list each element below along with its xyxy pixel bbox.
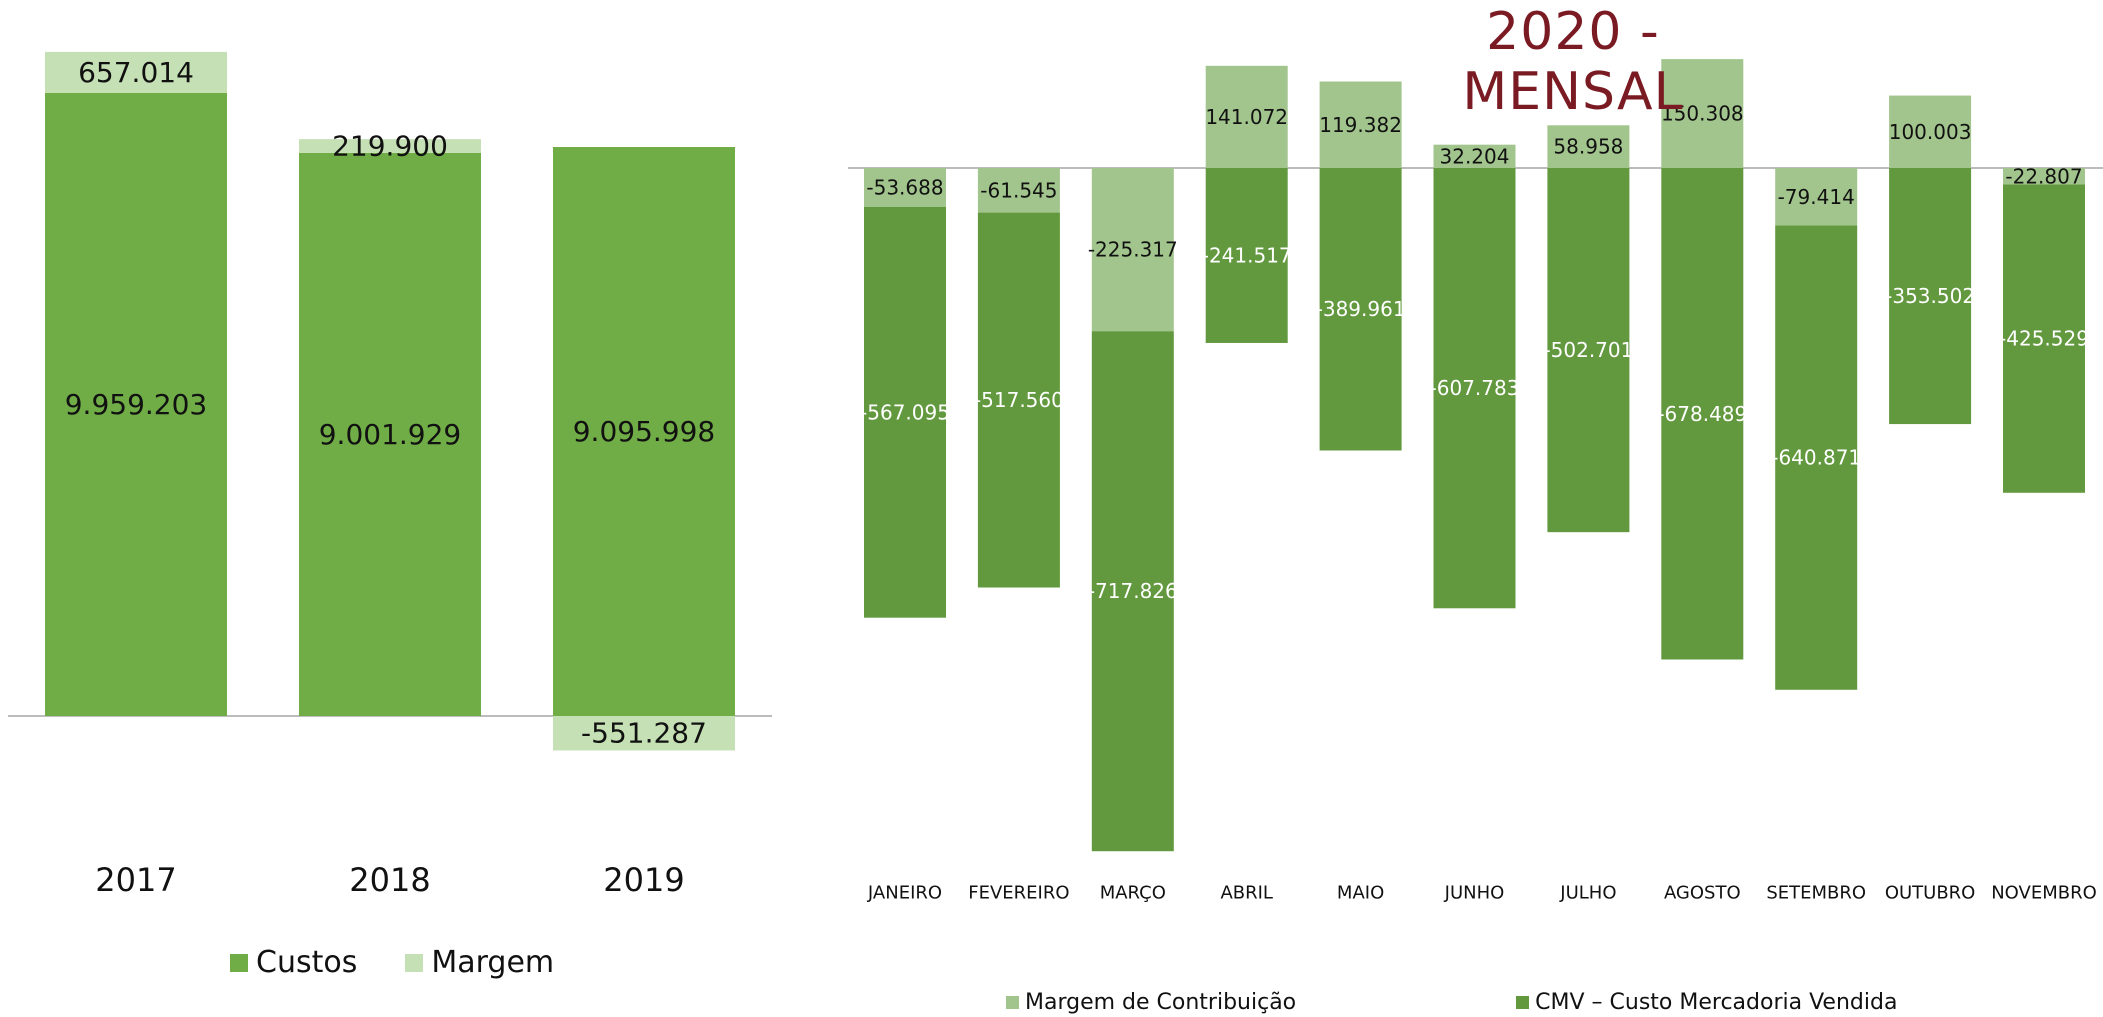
category-label-novembro: NOVEMBRO	[1991, 883, 2097, 904]
bar-cmv-custo-mercadoria-vendida-fevereiro	[977, 212, 1060, 588]
bar-margem-de-contribuicao-agosto	[1661, 59, 1744, 169]
data-label-custos-2017: 9.959.203	[65, 388, 208, 421]
bar-custos-2019	[553, 146, 735, 716]
legend-swatch-margem-contribuicao	[1006, 996, 1019, 1009]
data-label-margem-de-contribuicao-julho: 58.958	[1553, 135, 1623, 159]
legend-label-cmv: CMV – Custo Mercadoria Vendida	[1535, 990, 1898, 1015]
bar-margem-de-contribuicao-maio	[1319, 81, 1402, 168]
category-label-junho: JUNHO	[1444, 883, 1505, 904]
data-label-custos-2018: 9.001.929	[319, 418, 462, 451]
data-label-margem-de-contribuicao-fevereiro: -61.545	[980, 178, 1057, 202]
category-label-abril: ABRIL	[1220, 883, 1273, 904]
category-label-marco: MARÇO	[1100, 883, 1166, 904]
category-label-2018: 2018	[349, 861, 430, 899]
bar-custos-2017	[45, 93, 227, 716]
bar-margem-de-contribuicao-janeiro	[864, 168, 946, 207]
data-label-margem-2017: 657.014	[78, 56, 194, 89]
bar-cmv-custo-mercadoria-vendida-agosto	[1661, 168, 1744, 660]
bar-cmv-custo-mercadoria-vendida-maio	[1319, 168, 1402, 451]
category-label-2017: 2017	[95, 861, 176, 899]
category-label-2019: 2019	[603, 861, 684, 899]
data-label-cmv-custo-mercadoria-vendida-julho: -502.701	[1543, 338, 1633, 362]
data-label-margem-de-contribuicao-agosto: 150.308	[1661, 102, 1744, 126]
legend-label-margem: Margem	[431, 945, 555, 980]
bar-margem-de-contribuicao-setembro	[1775, 168, 1858, 226]
legend-yearly: Custos Margem	[230, 945, 602, 980]
legend-swatch-cmv	[1516, 996, 1530, 1009]
data-label-margem-de-contribuicao-novembro: -22.807	[2005, 164, 2082, 188]
category-label-julho: JULHO	[1559, 883, 1616, 904]
legend-item-margem: Margem	[405, 945, 554, 980]
data-label-margem-de-contribuicao-setembro: -79.414	[1778, 185, 1855, 209]
bar-cmv-custo-mercadoria-vendida-marco	[1091, 331, 1174, 852]
data-label-margem-2019: -551.287	[581, 717, 707, 750]
bar-cmv-custo-mercadoria-vendida-setembro	[1775, 225, 1858, 690]
category-label-fevereiro: FEVEREIRO	[968, 883, 1069, 904]
data-label-margem-de-contribuicao-outubro: 100.003	[1889, 120, 1972, 144]
bar-margem-2018	[299, 139, 481, 153]
legend-item-custos: Custos	[230, 945, 357, 980]
data-label-cmv-custo-mercadoria-vendida-marco: -717.826	[1088, 579, 1178, 603]
category-label-outubro: OUTUBRO	[1885, 883, 1976, 904]
data-label-margem-de-contribuicao-abril: 141.072	[1205, 105, 1288, 129]
category-label-janeiro: JANEIRO	[867, 883, 942, 904]
legend-monthly: Margem de Contribuição CMV – Custo Merca…	[1006, 990, 1897, 1015]
bar-margem-de-contribuicao-julho	[1547, 125, 1630, 168]
category-label-maio: MAIO	[1337, 883, 1384, 904]
bar-margem-2017	[45, 51, 227, 93]
bar-margem-de-contribuicao-marco	[1091, 168, 1174, 332]
bar-cmv-custo-mercadoria-vendida-julho	[1547, 168, 1630, 533]
data-label-margem-de-contribuicao-maio: 119.382	[1319, 113, 1402, 137]
data-label-margem-de-contribuicao-junho: 32.204	[1440, 144, 1510, 168]
data-label-cmv-custo-mercadoria-vendida-abril: -241.517	[1202, 243, 1292, 267]
legend-swatch-margem	[405, 953, 424, 972]
legend-label-custos: Custos	[256, 945, 358, 980]
data-label-custos-2019: 9.095.998	[573, 415, 716, 448]
bar-cmv-custo-mercadoria-vendida-janeiro	[864, 206, 946, 618]
bar-margem-de-contribuicao-fevereiro	[977, 168, 1060, 213]
data-label-margem-de-contribuicao-janeiro: -53.688	[866, 175, 943, 199]
data-label-cmv-custo-mercadoria-vendida-outubro: -353.502	[1885, 284, 1975, 308]
legend-label-margem-contribuicao: Margem de Contribuição	[1025, 990, 1297, 1015]
data-label-cmv-custo-mercadoria-vendida-setembro: -640.871	[1771, 446, 1861, 470]
bar-custos-2018	[299, 152, 481, 717]
legend-item-cmv: CMV – Custo Mercadoria Vendida	[1516, 990, 1897, 1015]
bar-margem-de-contribuicao-abril	[1205, 65, 1288, 168]
chart-title: 2020 - MENSAL	[1462, 2, 1684, 122]
bar-cmv-custo-mercadoria-vendida-novembro	[2003, 184, 2085, 493]
data-label-cmv-custo-mercadoria-vendida-fevereiro: -517.560	[974, 388, 1064, 412]
data-label-cmv-custo-mercadoria-vendida-maio: -389.961	[1316, 297, 1406, 321]
bar-margem-de-contribuicao-outubro	[1889, 95, 1972, 168]
data-label-margem-de-contribuicao-marco: -225.317	[1088, 238, 1178, 262]
category-label-agosto: AGOSTO	[1664, 883, 1741, 904]
bar-margem-de-contribuicao-junho	[1433, 144, 1516, 168]
data-label-cmv-custo-mercadoria-vendida-agosto: -678.489	[1657, 402, 1747, 426]
data-label-margem-2018: 219.900	[332, 130, 448, 163]
bar-cmv-custo-mercadoria-vendida-outubro	[1889, 168, 1972, 425]
bar-cmv-custo-mercadoria-vendida-junho	[1433, 168, 1516, 609]
legend-swatch-custos	[230, 953, 248, 972]
bar-cmv-custo-mercadoria-vendida-abril	[1205, 168, 1288, 343]
data-label-cmv-custo-mercadoria-vendida-janeiro: -567.095	[860, 400, 950, 424]
data-label-cmv-custo-mercadoria-vendida-junho: -607.783	[1430, 376, 1520, 400]
legend-item-margem-contribuicao: Margem de Contribuição	[1006, 990, 1296, 1015]
bar-margem-2019	[553, 716, 735, 751]
bar-margem-de-contribuicao-novembro	[2003, 168, 2085, 185]
category-label-setembro: SETEMBRO	[1766, 883, 1866, 904]
data-label-cmv-custo-mercadoria-vendida-novembro: -425.529	[1999, 327, 2089, 351]
